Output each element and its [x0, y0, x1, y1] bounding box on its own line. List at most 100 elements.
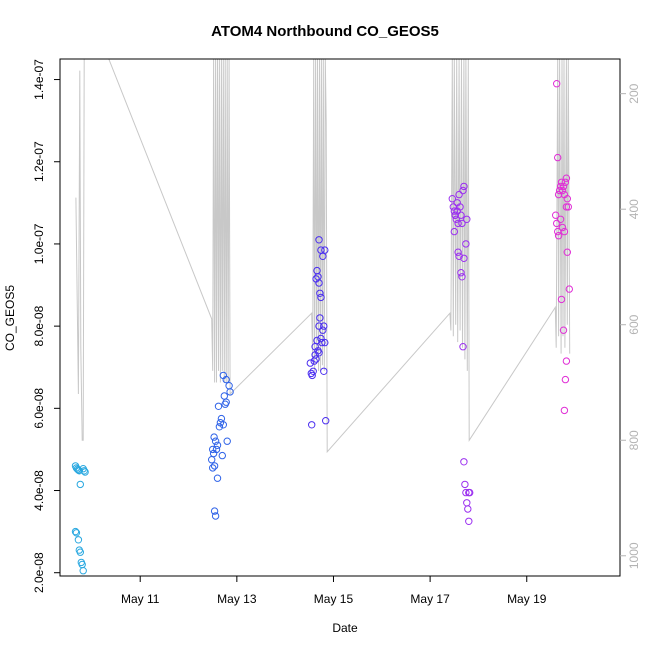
data-point — [208, 456, 216, 464]
series-5 — [552, 80, 573, 415]
data-point — [455, 190, 463, 199]
data-point — [222, 398, 230, 406]
data-point — [463, 215, 471, 224]
data-point — [458, 273, 466, 281]
series-2 — [208, 371, 234, 520]
data-point — [316, 289, 324, 297]
y-axis-right-pressure: 200 400 600 800 1000 — [620, 83, 641, 569]
y-tick-label: 4.0e-08 — [32, 470, 46, 511]
pressure-trace-line — [75, 59, 571, 454]
data-point — [466, 488, 474, 497]
data-point — [320, 322, 328, 330]
data-point — [315, 322, 323, 330]
data-point — [559, 326, 568, 334]
data-point — [562, 357, 571, 365]
data-point — [556, 182, 565, 191]
pressure-tick-label: 600 — [627, 314, 641, 334]
data-point — [215, 423, 224, 431]
data-points-layer — [71, 80, 573, 575]
x-axis: May 11 May 13 May 15 May 17 May 19 — [121, 576, 547, 606]
data-point — [213, 474, 222, 482]
data-point — [556, 215, 565, 224]
data-point — [71, 527, 80, 536]
data-point — [74, 536, 83, 544]
data-point — [72, 529, 81, 537]
y-axis-left: 2.0e-08 4.0e-08 6.0e-08 8.0e-08 1.0e-07 1.2e-… — [32, 59, 60, 593]
data-point — [464, 505, 472, 513]
data-point — [457, 269, 465, 277]
data-point — [559, 182, 568, 191]
data-point — [78, 560, 86, 569]
pressure-tick-label: 200 — [627, 83, 641, 103]
data-point — [560, 227, 569, 236]
data-point — [450, 227, 458, 236]
data-point — [322, 417, 330, 425]
y-tick-label: 6.0e-08 — [32, 388, 46, 429]
data-point — [451, 211, 459, 219]
y-tick-label: 2.0e-08 — [32, 552, 46, 593]
data-point — [218, 451, 227, 460]
data-point — [320, 367, 328, 375]
data-point — [460, 458, 468, 466]
data-point — [463, 499, 471, 507]
data-point — [318, 338, 326, 347]
data-point — [315, 349, 323, 357]
data-point — [214, 402, 223, 410]
data-point — [455, 252, 463, 260]
data-point — [461, 480, 469, 489]
data-point — [558, 223, 567, 232]
data-point — [460, 182, 468, 191]
y-tick-label: 1.4e-07 — [32, 59, 46, 100]
data-point — [225, 382, 233, 390]
x-tick-label: May 13 — [217, 592, 257, 606]
x-axis-label: Date — [332, 621, 358, 635]
data-point — [558, 186, 567, 195]
series-1 — [71, 462, 89, 575]
data-point — [81, 468, 89, 476]
data-point — [212, 445, 221, 454]
data-point — [317, 293, 325, 302]
plot-frame — [59, 58, 621, 577]
data-point — [557, 295, 566, 304]
data-point — [453, 207, 461, 215]
data-point — [462, 488, 470, 497]
data-point — [306, 359, 314, 367]
data-point — [459, 186, 467, 195]
data-point — [560, 406, 569, 415]
data-point — [210, 507, 219, 515]
data-point — [552, 211, 560, 219]
data-point — [79, 567, 87, 575]
data-point — [315, 236, 323, 244]
data-point — [217, 414, 226, 423]
data-point — [315, 279, 323, 287]
data-point — [459, 343, 467, 351]
pressure-tick-label: 800 — [627, 430, 641, 450]
data-point — [460, 254, 468, 262]
data-point — [562, 174, 571, 182]
y-tick-label: 1.0e-07 — [32, 223, 46, 264]
data-point — [317, 334, 325, 343]
data-point — [313, 336, 321, 345]
y-tick-label: 1.2e-07 — [32, 141, 46, 182]
data-point — [219, 421, 228, 429]
data-point — [555, 186, 564, 195]
data-point — [562, 203, 571, 211]
data-point — [458, 219, 466, 228]
data-point — [554, 153, 562, 162]
data-point — [319, 326, 327, 334]
data-point — [565, 285, 573, 293]
data-point — [213, 441, 222, 449]
data-point — [76, 480, 85, 489]
pressure-trace-layer — [75, 59, 571, 454]
x-tick-label: May 11 — [121, 592, 160, 606]
x-tick-label: May 19 — [507, 592, 547, 606]
data-point — [308, 421, 316, 429]
series-4 — [448, 182, 474, 525]
data-point — [452, 215, 460, 224]
data-point — [222, 375, 230, 384]
data-point — [554, 190, 563, 199]
data-point — [553, 219, 561, 228]
data-point — [561, 178, 570, 187]
y-tick-label: 8.0e-08 — [32, 305, 46, 346]
data-point — [553, 80, 561, 88]
